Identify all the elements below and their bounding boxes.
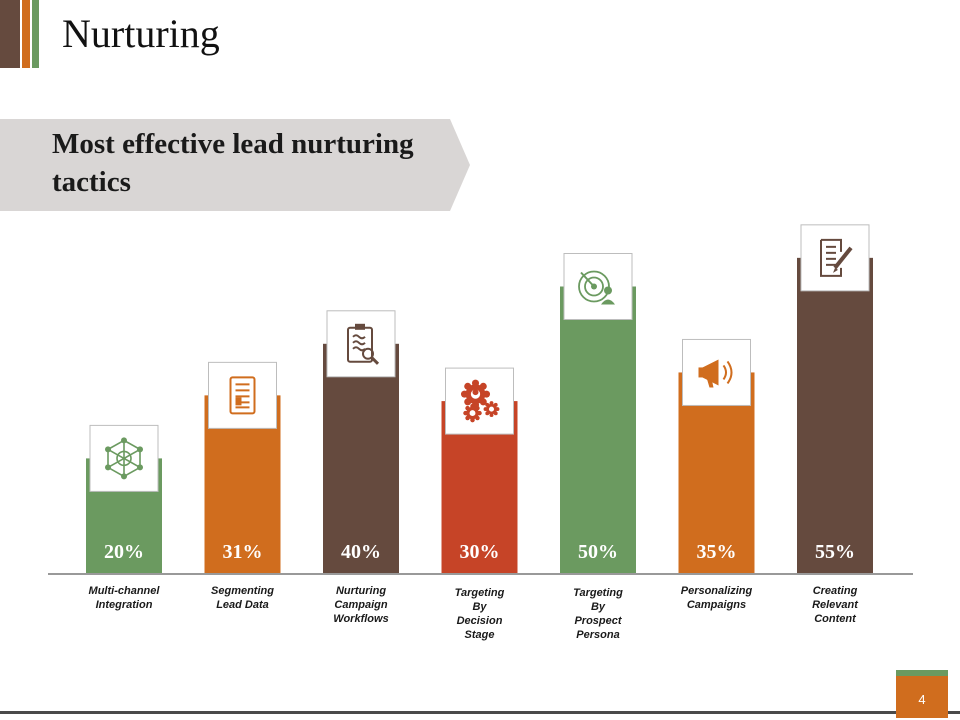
edit-document-icon	[820, 238, 853, 277]
category-label-line: Personalizing	[680, 585, 753, 597]
category-label-line: Targeting	[454, 587, 505, 599]
page-box-stripe	[896, 670, 948, 676]
footer-rule	[0, 711, 960, 714]
document-icon	[229, 376, 256, 415]
banner-arrow-shape	[0, 119, 470, 211]
category-label-line: Creating	[812, 585, 858, 597]
accent-bar-brown	[0, 0, 20, 68]
value-label: 55%	[815, 541, 855, 563]
category-label-line: Targeting	[573, 587, 623, 599]
category-label: Nurturing Campaign Workflows	[316, 584, 406, 626]
category-label-line: Persona	[576, 629, 620, 641]
network-icon	[105, 437, 143, 480]
category-label-line: Campaign	[334, 599, 388, 611]
bar-3	[323, 343, 399, 573]
category-label: Creating Relevant Content	[790, 584, 880, 626]
category-label-line: Lead Data	[216, 599, 269, 611]
category-label: Multi-channel Integration	[79, 584, 169, 612]
category-label-line: Campaigns	[686, 599, 747, 611]
category-label-line: Content	[814, 613, 856, 625]
category-label-line: Segmenting	[211, 585, 274, 597]
category-label-line: Nurturing	[335, 585, 387, 597]
category-label-line: Prospect	[574, 615, 622, 627]
subtitle-banner	[0, 119, 470, 211]
category-label-line: Workflows	[333, 613, 389, 625]
gears-person-icon	[460, 379, 500, 423]
category-label-line: Stage	[464, 629, 495, 641]
category-label: Targeting By Prospect Persona	[553, 586, 643, 642]
bar-7	[797, 257, 873, 573]
value-label: 20%	[104, 541, 144, 563]
slide-title: Nurturing	[62, 11, 220, 56]
value-label: 40%	[341, 541, 381, 563]
accent-bar-orange	[22, 0, 30, 68]
icon-card-5	[563, 253, 633, 320]
category-label: Targeting By Decision Stage	[435, 586, 525, 642]
megaphone-icon	[698, 359, 733, 388]
category-label-line: Multi-channel	[88, 585, 160, 597]
value-label: 35%	[697, 541, 737, 563]
page-number-box: 4	[896, 670, 948, 718]
category-label: Segmenting Lead Data	[198, 584, 288, 612]
value-label: 50%	[578, 541, 618, 563]
category-label-line: By	[472, 601, 487, 613]
category-label-line: Decision	[456, 615, 503, 627]
target-person-icon	[578, 270, 615, 305]
page-number: 4	[918, 692, 926, 707]
category-label-line: Integration	[95, 599, 153, 611]
value-label: 31%	[223, 541, 263, 563]
category-label-line: By	[590, 601, 606, 613]
clipboard-icon	[347, 323, 380, 365]
chart-subtitle: Most effective lead nurturing tactics	[52, 128, 414, 198]
category-label: Personalizing Campaigns	[672, 584, 762, 612]
category-label-line: Relevant	[812, 599, 858, 611]
bar-5	[560, 286, 636, 573]
accent-bar-green	[32, 0, 39, 68]
value-label: 30%	[460, 541, 500, 563]
